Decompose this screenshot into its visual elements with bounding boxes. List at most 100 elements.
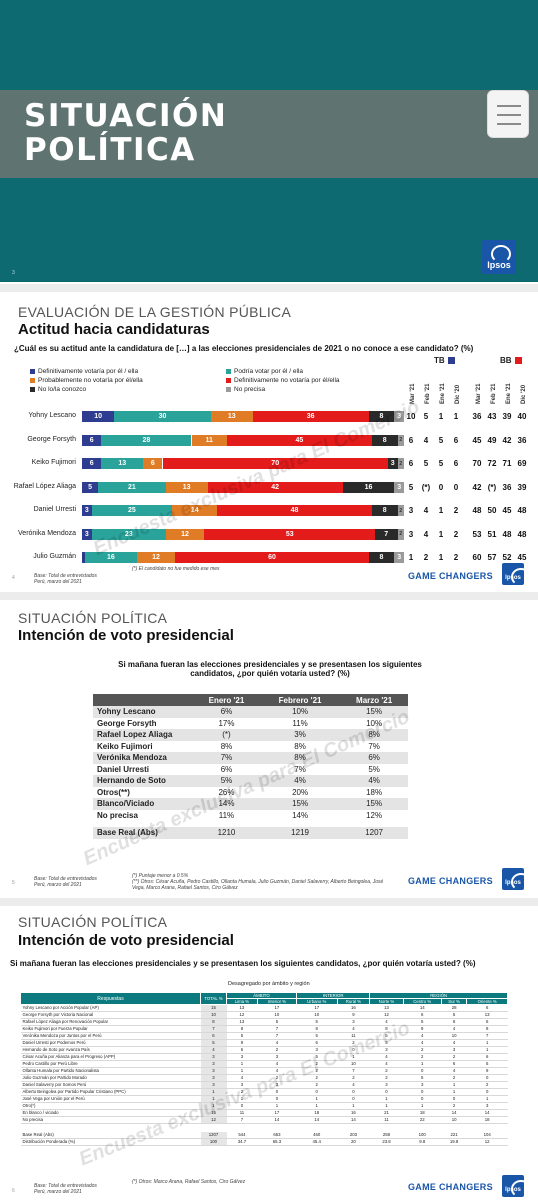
tb-month-header: Ene '21 — [440, 383, 446, 404]
base-value: 203 — [337, 1131, 370, 1139]
bb-value: 70 — [472, 459, 482, 468]
percent-cell: 12 — [226, 1011, 258, 1019]
bar-segment: 1 — [82, 552, 86, 563]
legend-label: No precisa — [234, 386, 266, 393]
percent-cell: 13 — [466, 1011, 508, 1019]
percent-cell: 0 — [403, 1067, 442, 1075]
base-value: 663 — [257, 1131, 297, 1139]
tb-label-text: TB — [434, 356, 445, 365]
percent-cell: 2 — [296, 1081, 337, 1089]
table-row: No precisa 12 7 14 14 14 11 22 10 18 — [20, 1116, 508, 1124]
percent-cell: 8 — [466, 1025, 508, 1033]
percent-cell: 8% — [220, 741, 233, 751]
percent-cell: 8 — [369, 1025, 404, 1033]
cover-top-band — [0, 0, 538, 90]
page-number: 6 — [12, 1188, 15, 1194]
slide-title: Intención de voto presidencial — [18, 932, 234, 949]
bar-segment: 13 — [101, 458, 144, 469]
tb-value: (*) — [421, 482, 431, 492]
percent-cell: 3 — [200, 1053, 227, 1061]
response-label: Alberto Beingolea por Partido Popular Cr… — [20, 1088, 201, 1096]
bar-segment: 12 — [165, 528, 205, 540]
table-row: Otros(**) 26% 20% 18% — [93, 787, 408, 799]
bar-segment: 60 — [175, 552, 369, 563]
percent-cell: 8% — [340, 729, 408, 741]
slide-divider — [0, 284, 538, 292]
percent-cell: 5 — [403, 1018, 442, 1026]
percent-cell: 7 — [466, 1032, 508, 1040]
percent-cell: 22 — [403, 1116, 442, 1124]
candidate-name: Otros(**) — [97, 787, 130, 797]
percent-cell: 2 — [337, 1039, 370, 1047]
base-note-line1: Base: Total de entrevistados — [34, 573, 97, 579]
base-label: Base Real (Abs) — [20, 1131, 201, 1139]
table-column-header: Oriente % — [466, 998, 508, 1005]
tb-month-header: Feb '21 — [425, 383, 431, 404]
tb-value: 6 — [453, 459, 459, 468]
base-note-line1: Base: Total de entrevistados — [34, 1183, 97, 1189]
bb-value: 45 — [472, 435, 482, 445]
bar-segment: 14 — [172, 505, 218, 516]
legend-item: Podría votar por él / ella — [226, 368, 303, 375]
percent-cell: 3 — [200, 1074, 227, 1082]
percent-cell: 13 — [226, 1004, 258, 1012]
hamburger-menu-button[interactable] — [487, 90, 529, 138]
bb-value: 40 — [517, 412, 527, 421]
bb-value: 45 — [502, 506, 512, 515]
percent-cell: 6% — [220, 764, 233, 774]
bb-value: 42 — [472, 482, 482, 492]
percent-cell: 10% — [366, 718, 383, 728]
bar-segment: 13 — [210, 411, 253, 422]
percent-cell: 11 — [369, 1116, 404, 1124]
table-row: Pedro Castillo por Perú Libre 3 1 4 2 10 4 1 6 5 — [20, 1060, 508, 1068]
percent-cell: 15 — [200, 1004, 227, 1012]
bb-value: 39 — [502, 412, 512, 421]
percent-cell: 9 — [403, 1025, 442, 1033]
vote-intention-table: Enero '21 Febrero '21 Marzo '21 Yohny Lesc… — [93, 694, 408, 839]
bar-segment: 36 — [252, 411, 369, 422]
tb-value: 6 — [453, 435, 459, 445]
cover-slide: SITUACIÓN POLÍTICA Ipsos 3 — [0, 0, 538, 290]
candidate-label: Yohny Lescano — [28, 412, 76, 419]
bb-value: 50 — [487, 506, 497, 515]
percent-cell: 5 — [369, 1039, 404, 1047]
percent-cell: 15 — [200, 1109, 227, 1117]
percent-cell: 11 — [226, 1109, 258, 1117]
tb-value: 2 — [453, 553, 459, 562]
section-kicker: EVALUACIÓN DE LA GESTIÓN PÚBLICA — [18, 304, 292, 320]
base-row: Base Real (Abs) 1207 544 663 460 203 258 100 221… — [20, 1131, 508, 1139]
bar-segment: 2 — [397, 528, 404, 540]
base-value: 544 — [226, 1131, 258, 1139]
legend-swatch — [30, 378, 35, 383]
percent-cell: 1 — [466, 1095, 508, 1103]
bb-value: 48 — [502, 529, 512, 539]
percent-cell: 2 — [257, 1074, 297, 1082]
table-column-header: Enero '21 — [193, 694, 260, 706]
table-row: Verónika Mendoza 7% 8% 6% — [93, 752, 408, 764]
percent-cell: 17 — [257, 1109, 297, 1117]
slide-divider — [0, 898, 538, 906]
percent-cell: 4 — [403, 1039, 442, 1047]
bar-segment: 23 — [91, 528, 166, 540]
bar-segment: 8 — [368, 552, 395, 563]
percent-cell: 5% — [193, 775, 260, 787]
percent-cell: 4 — [369, 1053, 404, 1061]
percent-cell: 18 — [466, 1116, 508, 1124]
bar-segment: 3 — [394, 481, 404, 493]
tb-value: 5 — [438, 459, 444, 468]
percent-cell: 2 — [466, 1081, 508, 1089]
percent-cell: 17 — [257, 1004, 297, 1012]
percent-cell: 0 — [441, 1095, 467, 1103]
tb-value: 4 — [423, 529, 429, 539]
table-row: Daniel Salaverry por Somos Perú 3 3 3 2 4 3 3 1 2 — [20, 1081, 508, 1089]
percent-cell: 1 — [441, 1081, 467, 1089]
base-value: 34.7 — [226, 1138, 258, 1146]
tb-value: 5 — [438, 435, 444, 445]
percent-cell: 4% — [259, 775, 341, 787]
response-label: No precisa — [20, 1116, 201, 1124]
percent-cell: 15% — [340, 706, 408, 718]
tb-value: 10 — [406, 412, 416, 421]
response-label: Yohny Lescano por Acción Popular (AP) — [20, 1004, 201, 1012]
table-row: En blanco / viciado 15 11 17 18 16 21 18 14 14 — [20, 1109, 508, 1117]
percent-cell: 0 — [403, 1095, 442, 1103]
